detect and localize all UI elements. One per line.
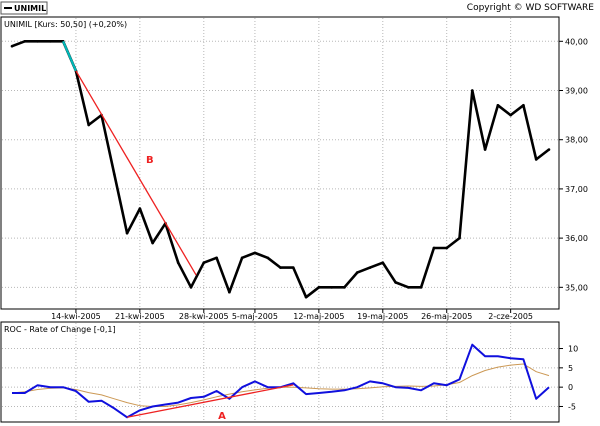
roc-y-tick-label: 0 <box>568 383 573 392</box>
price-point <box>189 286 193 289</box>
trendline-a-label: A <box>218 411 226 422</box>
main-y-tick-label: 39,00 <box>565 87 588 96</box>
x-tick-label: 21-kwi-2005 <box>115 312 165 321</box>
price-point <box>317 286 321 289</box>
price-point <box>240 256 244 260</box>
roc-y-tick-label: -5 <box>568 402 576 411</box>
price-point <box>547 148 551 151</box>
main-annotations: B <box>75 70 197 276</box>
trendline-b-label: B <box>146 155 154 166</box>
price-point <box>355 271 359 274</box>
price-highlight-segment <box>62 40 77 72</box>
price-point <box>253 251 257 255</box>
x-tick-label: 14-kwi-2005 <box>51 312 101 321</box>
price-point <box>176 261 180 265</box>
price-point <box>394 281 397 284</box>
x-tick-label: 19-maj-2005 <box>357 312 408 321</box>
price-point <box>151 241 154 245</box>
price-point <box>291 266 295 269</box>
price-point <box>330 286 333 289</box>
price-point <box>509 113 512 117</box>
price-point <box>304 295 308 299</box>
main-gridlines <box>2 18 558 308</box>
price-point <box>381 261 385 265</box>
x-tick-label: 28-kwi-2005 <box>179 312 229 321</box>
price-point <box>138 207 142 210</box>
main-y-tick-label: 35,00 <box>565 283 588 292</box>
x-tick-label: 26-maj-2005 <box>421 312 472 321</box>
price-point <box>470 89 474 92</box>
price-point <box>496 103 500 107</box>
price-point <box>407 286 410 289</box>
main-y-tick-label: 37,00 <box>565 185 588 194</box>
x-tick-label: 5-maj-2005 <box>232 312 278 321</box>
price-point <box>419 286 423 289</box>
main-legend: UNIMIL [Kurs: 50,50] (+0,20%) <box>4 20 127 29</box>
price-point <box>202 261 206 265</box>
price-point <box>125 231 129 235</box>
price-point <box>215 256 218 260</box>
copyright-text: Copyright © WD SOFTWARE <box>467 3 595 13</box>
roc-legend: ROC - Rate of Change [-0,1] <box>4 325 116 334</box>
price-point <box>228 290 231 294</box>
price-point <box>368 266 372 269</box>
price-point <box>458 236 461 240</box>
x-tick-label: 2-cze-2005 <box>488 312 533 321</box>
price-point <box>483 148 487 151</box>
symbol-label: UNIMIL <box>14 4 46 13</box>
price-point <box>87 123 91 127</box>
main-y-tick-label: 38,00 <box>565 136 588 145</box>
price-point <box>266 256 270 260</box>
main-y-axis: 35,00 36,00 37,00 38,00 39,00 40,00 <box>559 37 588 292</box>
roc-y-tick-label: 5 <box>568 364 573 373</box>
price-point <box>10 44 14 48</box>
roc-y-tick-label: 10 <box>568 345 578 354</box>
roc-gridlines <box>2 323 558 421</box>
roc-y-axis: -5 0 5 10 <box>559 345 578 411</box>
price-point <box>343 286 346 289</box>
main-y-tick-label: 36,00 <box>565 234 588 243</box>
price-point <box>112 172 116 176</box>
price-point <box>432 246 436 250</box>
main-panel <box>0 16 560 310</box>
trendline-a <box>126 384 294 418</box>
price-point <box>49 40 52 43</box>
trendline-b <box>75 70 197 276</box>
symbol-legend-box[interactable] <box>0 1 48 15</box>
main-y-tick-label: 40,00 <box>565 37 588 46</box>
price-point <box>522 103 525 107</box>
main-x-axis: 14-kwi-2005 21-kwi-2005 28-kwi-2005 5-maj-2… <box>51 309 533 321</box>
roc-panel <box>0 321 560 423</box>
x-tick-label: 12-maj-2005 <box>293 312 344 321</box>
roc-annotations: A <box>126 384 294 422</box>
price-point <box>445 246 449 250</box>
price-point <box>279 266 282 269</box>
price-point <box>534 158 538 161</box>
price-point <box>23 40 27 43</box>
price-point <box>36 40 39 43</box>
